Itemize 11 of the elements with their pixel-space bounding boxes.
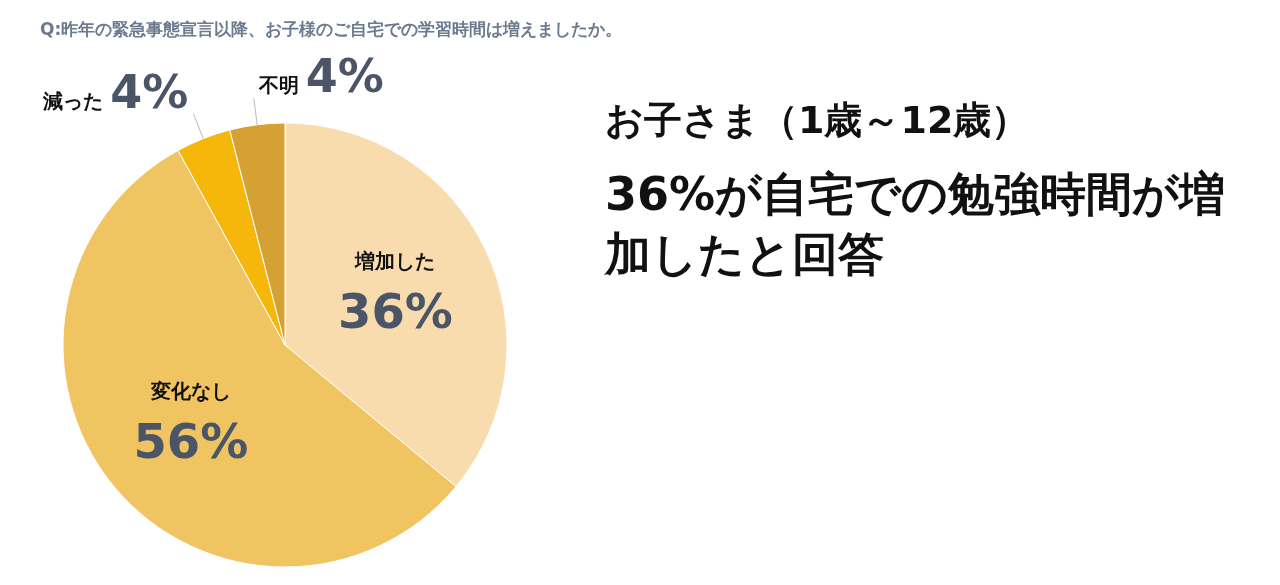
slice-label: 増加した — [354, 249, 436, 274]
slice-label: 不明 — [257, 73, 306, 98]
data-label: 56% — [133, 412, 249, 469]
slice-label: 減った — [42, 88, 111, 113]
text: 36%が自宅での勉強時間が増加したと回答 — [605, 166, 1227, 283]
data-label: 4% — [110, 64, 189, 119]
data-label: 36% — [338, 283, 453, 340]
slice-label: 変化なし — [149, 378, 231, 403]
chart-title: Q:昨年の緊急事態宣言以降、お子様のご自宅での学習時間は増えましたか。 — [40, 18, 623, 41]
text: お子さま（1歳～12歳） — [605, 97, 1030, 144]
data-label: 4% — [305, 49, 384, 104]
